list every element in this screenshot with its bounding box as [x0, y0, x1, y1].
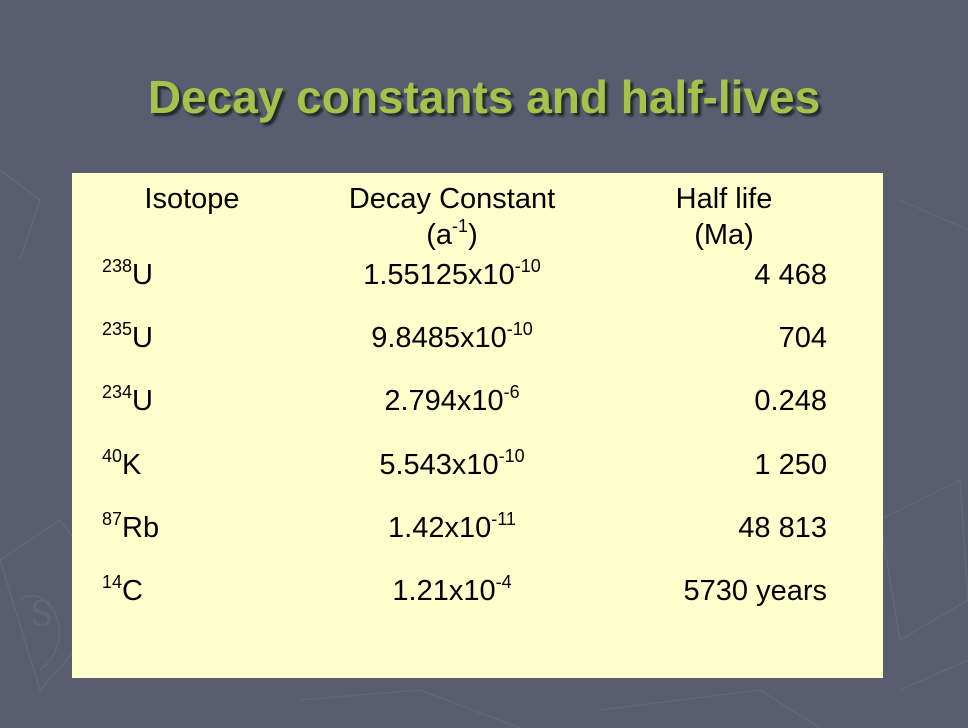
header-isotope: Isotope — [132, 181, 252, 217]
half-life-cell: 4 468 — [754, 259, 827, 291]
half-life-cell: 5730 years — [683, 575, 828, 607]
slide-title: Decay constants and half-lives — [147, 71, 821, 123]
isotope-cell: 235U — [102, 319, 153, 354]
decay-constant-cell: 9.8485x10-10 — [371, 319, 533, 354]
table-row: 14C 1.21x10-4 5730 years — [72, 571, 883, 611]
table-row: 234U 2.794x10-6 0.248 — [72, 381, 883, 421]
half-life-cell: 48 813 — [738, 512, 827, 544]
svg-text:S: S — [30, 594, 53, 634]
table-row: 40K 5.543x10-10 1 250 — [72, 445, 883, 485]
isotope-cell: 234U — [102, 382, 153, 417]
decay-constant-cell: 5.543x10-10 — [379, 446, 525, 481]
half-life-cell: 1 250 — [754, 449, 827, 481]
decay-table: Isotope Decay Constant (a-1) Half life (… — [72, 173, 883, 678]
header-half-life-label: Half life — [675, 183, 773, 215]
half-life-cell: 704 — [778, 322, 827, 354]
table-row: 235U 9.8485x10-10 704 — [72, 318, 883, 358]
decay-constant-cell: 1.42x10-11 — [388, 509, 516, 544]
header-decay-constant-label: Decay Constant — [348, 183, 556, 215]
isotope-cell: 238U — [102, 256, 153, 291]
isotope-cell: 40K — [102, 446, 142, 481]
table-row: 87Rb 1.42x10-11 48 813 — [72, 508, 883, 548]
isotope-cell: 14C — [102, 572, 143, 607]
decay-constant-cell: 1.21x10-4 — [392, 572, 512, 607]
header-half-life: Half life (Ma) — [654, 181, 794, 253]
header-decay-constant: Decay Constant (a-1) — [317, 181, 587, 253]
decay-constant-cell: 2.794x10-6 — [384, 382, 520, 417]
table-row: 238U 1.55125x10-10 4 468 — [72, 255, 883, 295]
isotope-cell: 87Rb — [102, 509, 160, 544]
header-half-life-unit: (Ma) — [694, 219, 754, 251]
header-isotope-label: Isotope — [144, 183, 240, 215]
decay-constant-cell: 1.55125x10-10 — [363, 256, 541, 291]
half-life-cell: 0.248 — [754, 385, 827, 417]
header-decay-constant-unit: (a-1) — [426, 216, 478, 251]
